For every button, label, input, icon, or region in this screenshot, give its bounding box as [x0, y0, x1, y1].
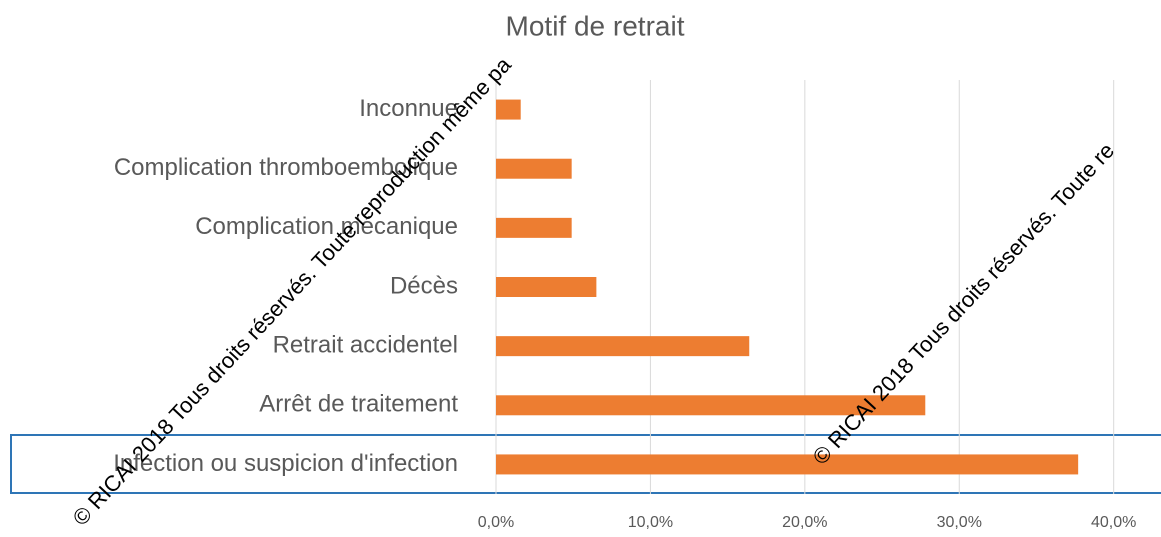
bar — [496, 277, 597, 297]
bar — [496, 158, 572, 179]
y-tick-label: Complication mécanique — [195, 213, 458, 240]
y-tick-label: Infection ou suspicion d'infection — [113, 450, 458, 477]
bar — [496, 99, 521, 120]
bar — [496, 454, 1079, 475]
x-tick-label: 40,0% — [1091, 514, 1136, 531]
highlight-box — [10, 434, 1161, 494]
y-tick-label: Complication thromboembolique — [114, 154, 458, 181]
y-tick-label: Retrait accidentel — [273, 331, 458, 358]
chart-title: Motif de retrait — [506, 10, 685, 41]
bar — [496, 217, 572, 238]
x-tick-label: 0,0% — [478, 514, 514, 531]
watermark: © RICAI 2018 Tous droits réservés. Toute… — [808, 138, 1120, 469]
y-tick-label: Décès — [390, 272, 458, 299]
x-tick-label: 30,0% — [937, 514, 982, 531]
y-tick-label: Arrêt de traitement — [259, 391, 458, 418]
bar — [496, 336, 750, 357]
x-tick-label: 10,0% — [628, 514, 673, 531]
y-tick-label: Inconnue — [359, 95, 458, 122]
bar — [496, 395, 926, 416]
grid — [495, 80, 1115, 494]
x-tick-label: 20,0% — [782, 514, 827, 531]
